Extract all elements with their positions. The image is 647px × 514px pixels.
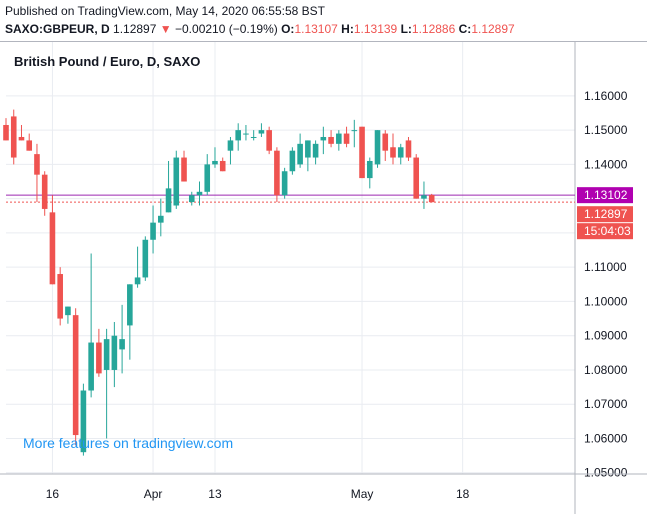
candle-body [165, 188, 172, 213]
candle-body [366, 160, 373, 179]
candle-body [34, 154, 40, 175]
candle-body [158, 215, 164, 223]
candle-body [196, 191, 203, 196]
candle-body [204, 164, 211, 192]
candle-body [250, 136, 257, 138]
y-tick-label: 1.08000 [584, 363, 628, 377]
candle-body [397, 147, 404, 158]
candle-body [297, 143, 303, 165]
x-tick-label: Apr [144, 487, 163, 501]
close-value: 1.12897 [471, 22, 515, 36]
y-tick-label: 1.10000 [584, 294, 628, 308]
last-price-label-bg [577, 206, 633, 223]
low-value: 1.12886 [411, 22, 456, 36]
countdown-label: 15:04:03 [584, 224, 631, 238]
candle-body [374, 130, 381, 165]
candle-body [96, 342, 102, 374]
x-tick-label: 18 [456, 487, 470, 501]
candle-body [41, 174, 48, 209]
countdown-label-bg [577, 223, 633, 240]
candle-body [88, 342, 94, 391]
open-price-label-bg [577, 187, 633, 204]
y-tick-label: 1.11000 [584, 260, 627, 274]
candle-body [281, 171, 288, 196]
candle-body [188, 195, 195, 203]
symbol-ohlc-bar: SAXO:GBPEUR, D 1.12897 ▼ −0.00210 (−0.19… [5, 22, 515, 36]
y-tick-label: 1.16000 [584, 89, 628, 103]
y-tick-label: 1.06000 [584, 431, 628, 445]
y-tick-label: 1.05000 [584, 466, 628, 480]
candle-body [181, 157, 187, 182]
candle-body [57, 274, 63, 319]
candle-body [235, 130, 241, 141]
high-label: H: [341, 22, 354, 36]
down-arrow-icon: ▼ [159, 22, 172, 36]
candle-body [142, 239, 149, 278]
candle-body [405, 140, 412, 158]
candle-body [312, 143, 319, 158]
candle-body [72, 315, 79, 436]
candle-body [320, 136, 327, 141]
candle-body [111, 335, 118, 370]
x-tick-label: May [351, 487, 374, 501]
candle-body [243, 133, 249, 135]
candlestick-chart[interactable]: 1.160001.150001.140001.130001.120001.110… [0, 42, 647, 514]
x-tick-label: 13 [208, 487, 222, 501]
candle-body [289, 150, 296, 172]
open-label: O: [281, 22, 295, 36]
candle-body [390, 147, 396, 158]
y-tick-label: 1.09000 [584, 329, 628, 343]
chart-title: British Pound / Euro, D, SAXO [14, 54, 200, 69]
candle-body [26, 140, 33, 151]
candle-body [103, 339, 110, 370]
candle-body [359, 126, 365, 179]
price-change: −0.00210 (−0.19%) [175, 22, 278, 36]
candle-body [428, 194, 435, 203]
symbol-label: SAXO:GBPEUR, D [5, 22, 110, 36]
candle-body [65, 306, 71, 316]
candle-body [119, 339, 125, 350]
y-tick-label: 1.15000 [584, 123, 628, 137]
candle-body [336, 133, 342, 144]
candle-body [18, 136, 25, 141]
published-caption: Published on TradingView.com, May 14, 20… [5, 4, 325, 18]
candle-body [134, 277, 141, 285]
watermark-text: More features on tradingview.com [23, 435, 233, 451]
candle-body [413, 157, 420, 199]
last-price-label: 1.12897 [584, 207, 628, 221]
high-value: 1.13139 [353, 22, 398, 36]
candle-body [266, 130, 272, 151]
candle-body [49, 212, 56, 285]
candle-body [173, 157, 180, 206]
candle-body [127, 284, 133, 326]
candle-body [328, 136, 334, 144]
chart-panel[interactable]: 1.160001.150001.140001.130001.120001.110… [0, 41, 647, 514]
y-tick-label: 1.07000 [584, 397, 628, 411]
candle-body [305, 140, 311, 158]
candle-body [351, 130, 358, 132]
candle-body [3, 124, 9, 141]
candle-body [343, 133, 350, 144]
candle-body [227, 140, 234, 151]
candle-body [212, 160, 218, 165]
candle-body [150, 222, 156, 240]
low-label: L: [400, 22, 412, 36]
candle-body [421, 195, 427, 199]
candle-body [382, 133, 389, 151]
candle-body [219, 160, 226, 172]
y-tick-label: 1.14000 [584, 157, 628, 171]
open-value: 1.13107 [294, 22, 338, 36]
candle-body [258, 130, 265, 134]
close-label: C: [458, 22, 472, 36]
candle-body [274, 150, 280, 196]
candle-body [10, 116, 17, 158]
x-tick-label: 16 [46, 487, 60, 501]
candle-body [80, 390, 87, 453]
open-price-label: 1.13102 [584, 188, 628, 202]
last-price: 1.12897 [113, 22, 157, 36]
